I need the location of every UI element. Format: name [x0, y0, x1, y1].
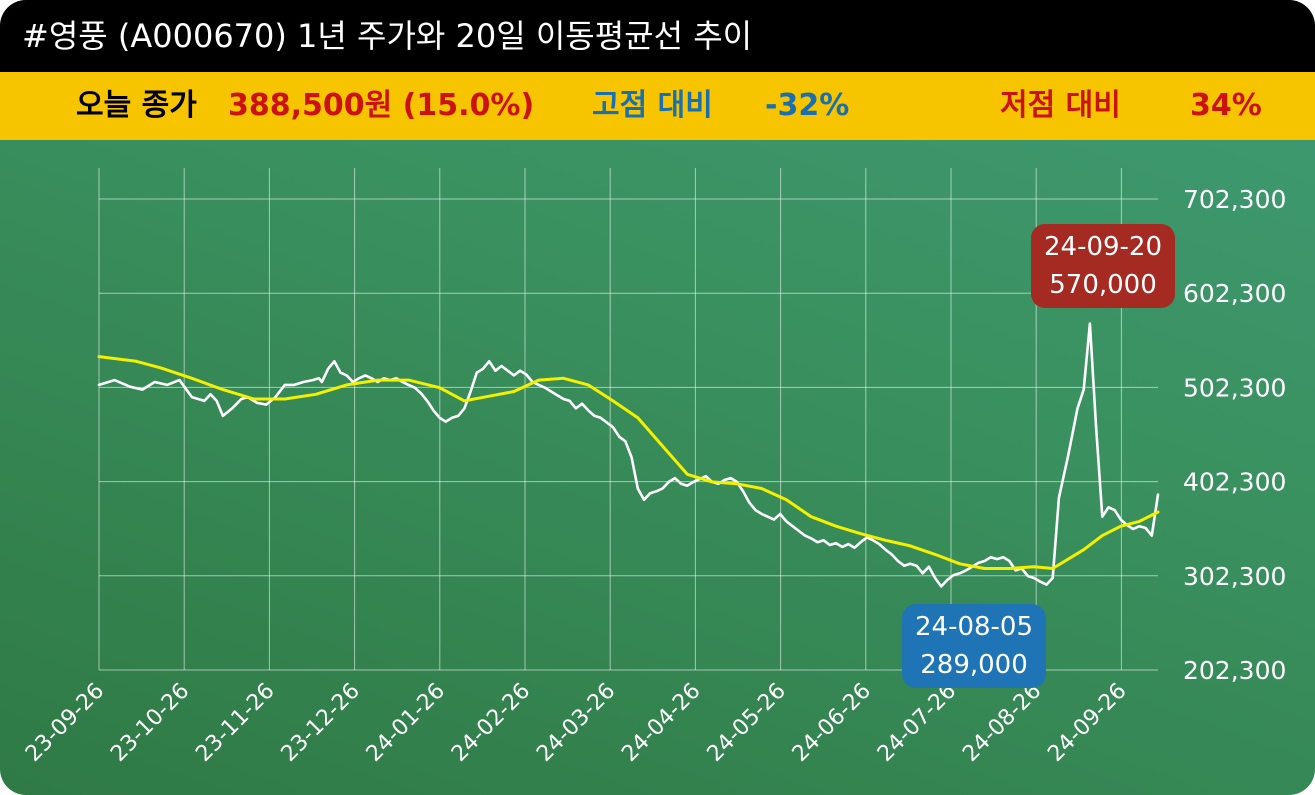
x-tick-label: 23-12-26	[277, 679, 365, 767]
x-tick-label: 24-03-26	[532, 679, 620, 767]
high-compare-label: 고점 대비	[592, 88, 713, 123]
y-tick-label: 202,300	[1183, 656, 1286, 685]
y-tick-label: 402,300	[1183, 468, 1286, 497]
x-tick-label: 24-08-26	[958, 679, 1046, 767]
x-tick-label: 24-02-26	[447, 679, 535, 767]
title-bar: #영풍 (A000670) 1년 주가와 20일 이동평균선 추이	[0, 0, 1315, 72]
low-compare-label: 저점 대비	[1000, 88, 1121, 123]
low-compare-value: 34%	[1190, 88, 1262, 123]
x-tick-label: 24-09-26	[1043, 679, 1131, 767]
x-tick-label: 24-07-26	[873, 679, 961, 767]
x-tick-label: 24-01-26	[362, 679, 450, 767]
line-chart: 702,300 602,300 502,300 402,300 302,300 202,3…	[21, 168, 1286, 767]
x-tick-label: 24-05-26	[703, 679, 791, 767]
high-annotation-value: 570,000	[1049, 270, 1157, 300]
high-annotation-date: 24-09-20	[1043, 232, 1162, 262]
y-tick-label: 502,300	[1183, 373, 1286, 402]
y-tick-label: 702,300	[1183, 185, 1286, 214]
close-value: 388,500원 (15.0%)	[228, 88, 535, 123]
x-tick-label: 24-06-26	[788, 679, 876, 767]
high-annotation: 24-09-20 570,000	[1031, 224, 1175, 308]
y-tick-label: 302,300	[1183, 562, 1286, 591]
price-series-line	[97, 322, 1160, 588]
low-annotation-value: 289,000	[920, 650, 1028, 680]
x-tick-label: 24-04-26	[617, 679, 705, 767]
y-tick-label: 602,300	[1183, 279, 1286, 308]
close-label: 오늘 종가	[76, 88, 197, 123]
x-tick-label: 23-10-26	[106, 679, 194, 767]
low-annotation: 24-08-05 289,000	[902, 604, 1046, 688]
x-tick-label: 23-11-26	[191, 679, 279, 767]
x-tick-label: 23-09-26	[21, 679, 109, 767]
high-compare-value: -32%	[765, 88, 850, 123]
low-annotation-date: 24-08-05	[914, 612, 1033, 642]
moving-average-line	[97, 355, 1160, 570]
summary-bar: 오늘 종가 388,500원 (15.0%) 고점 대비 -32% 저점 대비 …	[0, 72, 1315, 140]
chart-title: #영풍 (A000670) 1년 주가와 20일 이동평균선 추이	[22, 17, 753, 55]
